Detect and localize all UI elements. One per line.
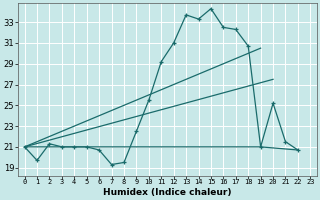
X-axis label: Humidex (Indice chaleur): Humidex (Indice chaleur) (103, 188, 232, 197)
